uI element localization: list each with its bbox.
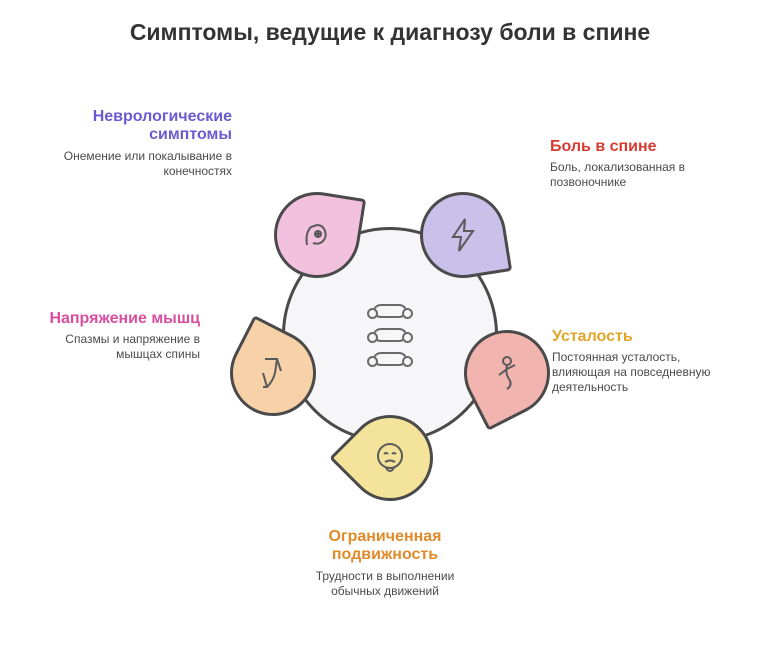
bend-icon — [246, 346, 300, 400]
label-desc-mobility: Трудности в выполнении обычных движений — [290, 569, 480, 599]
label-title-backpain: Боль в спине — [550, 138, 740, 156]
bolt-icon — [440, 212, 486, 258]
spine-icon — [373, 352, 407, 366]
label-desc-neuro: Онемение или покалывание в конечностях — [42, 149, 232, 179]
label-desc-fatigue: Постоянная усталость, влияющая на повсед… — [552, 350, 742, 395]
label-desc-tension: Спазмы и напряжение в мышцах спины — [30, 332, 200, 362]
label-title-fatigue: Усталость — [552, 328, 742, 346]
label-title-neuro: Неврологические симптомы — [42, 108, 232, 145]
label-desc-backpain: Боль, локализованная в позвоночнике — [550, 160, 740, 190]
page-title: Симптомы, ведущие к диагнозу боли в спин… — [0, 18, 780, 47]
spine-person-icon — [481, 346, 535, 400]
label-backpain: Боль в спине Боль, локализованная в позво… — [550, 138, 740, 190]
label-title-tension: Напряжение мышц — [30, 310, 200, 328]
label-fatigue: Усталость Постоянная усталость, влияющая … — [552, 328, 742, 395]
label-neuro: Неврологические симптомы Онемение или пок… — [42, 108, 232, 179]
spine-icon — [373, 304, 407, 318]
label-title-mobility: Ограниченная подвижность — [290, 528, 480, 565]
label-tension: Напряжение мышц Спазмы и напряжение в мыш… — [30, 310, 200, 362]
muscle-icon — [295, 212, 341, 258]
tired-face-icon — [362, 430, 419, 487]
label-mobility: Ограниченная подвижность Трудности в выпо… — [290, 528, 480, 599]
spine-icon — [373, 328, 407, 342]
